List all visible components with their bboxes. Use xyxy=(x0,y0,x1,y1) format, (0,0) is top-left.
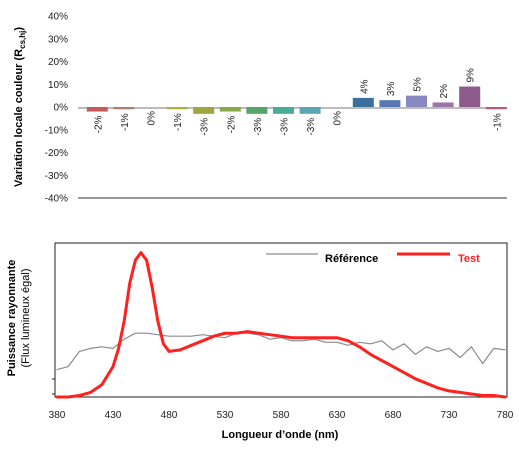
bar-chart-ylabel: Variation locale couleur (Rcs,hj) xyxy=(13,27,27,187)
line-chart-frame xyxy=(54,242,508,398)
bar-label: 0% xyxy=(333,111,344,126)
x-tick-label: 530 xyxy=(217,410,234,421)
line-chart-xlabel: Longueur d’onde (nm) xyxy=(222,429,339,441)
bar-y-tick-labels: 40% 30% 20% 10% 0% -10% -20% -30% -40% xyxy=(45,12,68,205)
series-test-line xyxy=(55,251,507,399)
bar-label: -2% xyxy=(93,115,104,133)
line-chart-ylabel-line1: Puissance rayonnante xyxy=(6,260,18,377)
x-tick-label: 680 xyxy=(385,410,402,421)
legend-reference-label: Référence xyxy=(325,253,378,265)
y-tick-label: 10% xyxy=(48,80,68,91)
bar-label: -1% xyxy=(173,113,184,131)
bar xyxy=(193,107,215,114)
bar xyxy=(485,107,507,110)
bar xyxy=(432,102,454,107)
bar-label: -2% xyxy=(226,115,237,133)
bar-label: -1% xyxy=(492,113,503,131)
bar-label: 5% xyxy=(413,77,424,92)
x-tick-label: 780 xyxy=(497,410,514,421)
bar xyxy=(459,86,481,107)
line-chart: Puissance rayonnante (Flux lumineux égal… xyxy=(6,242,514,441)
legend: Référence Test xyxy=(266,252,480,265)
y-tick-label: 0% xyxy=(54,103,69,114)
bar-label: -1% xyxy=(120,113,131,131)
line-x-tick-labels: 380 430 480 530 580 630 680 730 780 xyxy=(49,410,514,421)
y-tick-label: -10% xyxy=(45,125,68,136)
bar-label: -3% xyxy=(253,118,264,136)
bar-label: -3% xyxy=(200,118,211,136)
x-tick-label: 430 xyxy=(105,410,122,421)
bars xyxy=(86,86,507,114)
bar xyxy=(273,107,294,114)
bar-label: -3% xyxy=(280,118,291,136)
bar-label: 4% xyxy=(359,79,370,94)
bar xyxy=(113,107,135,110)
series-reference-line xyxy=(56,332,506,371)
bar-data-labels: -2% -1% 0% -1% -3% -2% -3% -3% -3% 0% 4% 3% 5% 2% 9% -1… xyxy=(93,68,503,136)
y-tick-label: 40% xyxy=(48,12,68,23)
bar-label: 0% xyxy=(147,111,158,126)
y-tick-label: -30% xyxy=(45,171,68,182)
series-lines xyxy=(55,251,507,399)
bar-label: 3% xyxy=(386,82,397,97)
bar xyxy=(299,107,321,114)
y-tick-label: -40% xyxy=(45,194,68,205)
bar xyxy=(352,97,374,107)
line-chart-ylabel-line2: (Flux lumineux égal) xyxy=(20,268,32,367)
bar-chart-ylabel-close: ) xyxy=(13,27,25,31)
bar xyxy=(406,95,427,107)
y-tick-label: -20% xyxy=(45,148,68,159)
bar xyxy=(246,107,268,114)
bar xyxy=(219,107,241,112)
bar-chart: Variation locale couleur (Rcs,hj) 40% 30%… xyxy=(13,12,507,205)
bar-label: -3% xyxy=(306,118,317,136)
bar-chart-ylabel-subscript: cs,hj xyxy=(18,31,27,49)
bar-label: 2% xyxy=(439,84,450,99)
y-tick-label: 30% xyxy=(48,34,68,45)
bar xyxy=(379,100,401,107)
legend-test-label: Test xyxy=(458,253,480,265)
x-tick-label: 630 xyxy=(329,410,346,421)
x-tick-label: 580 xyxy=(273,410,290,421)
x-tick-label: 730 xyxy=(441,410,458,421)
y-tick-label: 20% xyxy=(48,57,68,68)
bar-label: 9% xyxy=(466,68,477,83)
x-tick-label: 480 xyxy=(161,410,178,421)
bar xyxy=(86,107,108,112)
x-tick-label: 380 xyxy=(49,410,66,421)
bar xyxy=(166,107,188,110)
